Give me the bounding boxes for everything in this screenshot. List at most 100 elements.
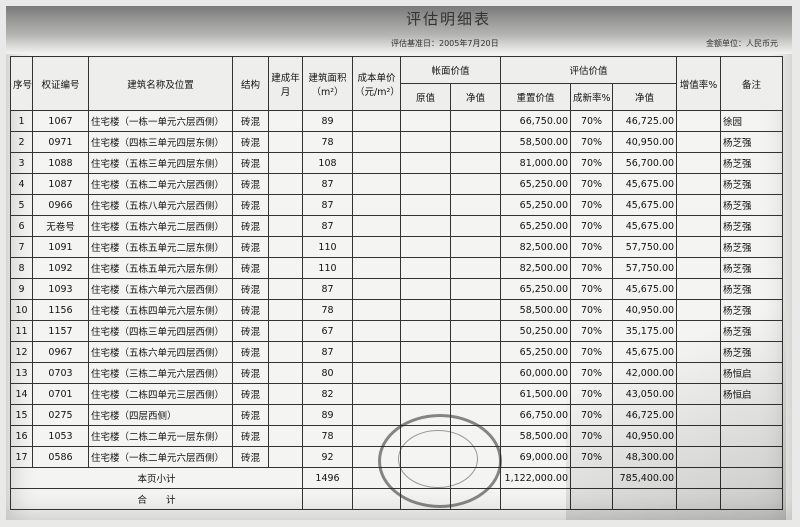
table-row: 3 1088 住宅楼（五栋三单元四层东侧） 砖混 108 81,000.00 70% 56,7… [10, 152, 784, 174]
cell: 住宅楼（五栋四单元六层东侧） [88, 299, 233, 321]
cell: 杨芝强 [720, 236, 784, 258]
cell [676, 446, 722, 468]
cell: 11 [10, 320, 33, 342]
cell [676, 131, 722, 153]
cell: 砖混 [232, 446, 269, 468]
cell [400, 110, 451, 132]
cell [400, 215, 451, 237]
cell: 砖混 [232, 362, 269, 384]
cell [676, 425, 722, 447]
cell: 砖混 [232, 299, 269, 321]
cell [352, 215, 401, 237]
table-row: 1 1067 住宅楼（一栋一单元六层西侧） 砖混 89 66,750.00 70% 46,72… [10, 110, 784, 132]
cell: 45,675.00 [612, 194, 678, 216]
cell [352, 152, 401, 174]
cell [449, 131, 502, 153]
cell [612, 488, 678, 510]
cell: 35,175.00 [612, 320, 678, 342]
cell [352, 404, 401, 426]
cell: 砖混 [232, 236, 269, 258]
col-header: 结构 [232, 56, 269, 111]
table-row: 7 1091 住宅楼（五栋五单元二层东侧） 砖混 110 82,500.00 70% 57,7… [10, 236, 784, 258]
cell: 81,000.00 [500, 152, 572, 174]
cell: 70% [570, 362, 614, 384]
cell: 住宅楼（四栋三单元四层东侧） [88, 131, 233, 153]
cell: 杨芝强 [720, 299, 784, 321]
cell: 砖混 [232, 341, 269, 363]
subtotal-net: 785,400.00 [612, 467, 678, 489]
cell: 80 [302, 362, 353, 384]
cell: 住宅楼（五栋三单元四层东侧） [88, 152, 233, 174]
cell: 砖混 [232, 215, 269, 237]
cell [676, 362, 722, 384]
group-header: 帐面价值 [399, 56, 502, 84]
cell: 70% [570, 404, 614, 426]
cell [676, 488, 722, 510]
cell [268, 236, 303, 258]
cell [449, 299, 502, 321]
cell [352, 320, 401, 342]
table-row: 12 0967 住宅楼（五栋六单元四层西侧） 砖混 87 65,250.00 70% 45,6… [10, 341, 784, 363]
cell: 66,750.00 [500, 404, 572, 426]
cell: 1087 [32, 173, 89, 195]
cell: 1067 [32, 110, 89, 132]
cell: 110 [302, 257, 353, 279]
cell [676, 236, 722, 258]
cell: 50,250.00 [500, 320, 572, 342]
cell: 杨芝强 [720, 215, 784, 237]
cell: 70% [570, 236, 614, 258]
col-header: 成本单价（元/m²） [352, 56, 401, 111]
cell: 110 [302, 236, 353, 258]
cell: 7 [10, 236, 33, 258]
cell: 住宅楼（四层西侧） [88, 404, 233, 426]
group-header: 评估价值 [500, 56, 678, 84]
cell: 57,750.00 [612, 236, 678, 258]
cell [449, 236, 502, 258]
cell [676, 110, 722, 132]
cell: 住宅楼（五栋六单元四层西侧） [88, 341, 233, 363]
cell [400, 236, 451, 258]
table-row: 9 1093 住宅楼（五栋六单元六层西侧） 砖混 87 65,250.00 70% 45,67… [10, 278, 784, 300]
cell [676, 404, 722, 426]
cell: 45,675.00 [612, 278, 678, 300]
col-header: 原值 [400, 83, 451, 111]
cell: 70% [570, 425, 614, 447]
cell [400, 131, 451, 153]
table-row: 11 1157 住宅楼（四栋三单元四层西侧） 砖混 67 50,250.00 70% 35,1… [10, 320, 784, 342]
cell [268, 110, 303, 132]
cell: 10 [10, 299, 33, 321]
cell [268, 362, 303, 384]
cell: 砖混 [232, 131, 269, 153]
cell: 92 [302, 446, 353, 468]
cell: 82,500.00 [500, 257, 572, 279]
col-header: 净值 [612, 83, 678, 111]
cell: 杨芝强 [720, 173, 784, 195]
col-header: 建筑名称及位置 [88, 56, 233, 111]
cell: 砖混 [232, 404, 269, 426]
col-header: 建成年月 [268, 56, 303, 111]
document: 评估明细表 评估基准日：2005年7月20日 金额单位：人民币元 序号 权证编号… [6, 6, 792, 520]
cell: 58,500.00 [500, 425, 572, 447]
cell [676, 320, 722, 342]
cell: 16 [10, 425, 33, 447]
cell [268, 404, 303, 426]
cell: 住宅楼（五栋二单元六层西侧） [88, 173, 233, 195]
cell: 87 [302, 341, 353, 363]
cell [268, 383, 303, 405]
cell: 3 [10, 152, 33, 174]
cell: 58,500.00 [500, 299, 572, 321]
appraisal-table: 序号 权证编号 建筑名称及位置 结构 建成年月 建筑面积（m²） 成本单价（元/… [10, 56, 784, 510]
cell: 住宅楼（二栋二单元一层东侧） [88, 425, 233, 447]
cell: 13 [10, 362, 33, 384]
cell: 砖混 [232, 320, 269, 342]
cell: 78 [302, 425, 353, 447]
cell [352, 362, 401, 384]
cell: 67 [302, 320, 353, 342]
cell: 70% [570, 152, 614, 174]
cell: 87 [302, 194, 353, 216]
cell [400, 152, 451, 174]
cell [400, 257, 451, 279]
cell: 住宅楼（五栋六单元二层西侧） [88, 215, 233, 237]
col-header: 成新率% [570, 83, 614, 111]
